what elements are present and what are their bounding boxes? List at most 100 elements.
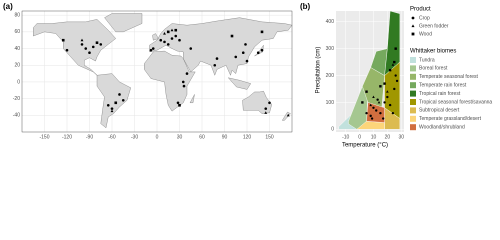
y-axis-title: Precipitation (cm): [316, 47, 322, 94]
x-tick-label: -120: [62, 134, 72, 140]
legend-swatch: [410, 73, 416, 80]
legend-swatch: [410, 107, 416, 114]
x-tick-label: -10: [342, 134, 349, 140]
figure: (a) (b) Temperature (°C) Precipitation (…: [3, 2, 493, 149]
point: [244, 43, 247, 46]
x-tick-label: 30: [177, 134, 183, 140]
x-tick-label: 10: [371, 134, 377, 140]
legend-swatch: [410, 65, 416, 72]
legend-marker: [411, 16, 415, 20]
legend-marker: [411, 24, 415, 28]
point: [245, 59, 249, 63]
point: [88, 51, 91, 55]
point: [256, 51, 260, 55]
landmass: [227, 77, 251, 90]
x-tick-label: 0: [156, 134, 159, 140]
legend-label: Woodland/shrubland: [419, 125, 465, 131]
point: [375, 109, 378, 112]
y-tick-label: 20: [14, 63, 20, 69]
landmass: [152, 33, 159, 41]
x-tick-label: 60: [199, 134, 205, 140]
legend-swatch: [410, 124, 416, 131]
landmass: [104, 13, 143, 33]
point: [386, 90, 389, 93]
point: [174, 34, 178, 38]
point: [213, 63, 217, 67]
point: [95, 41, 99, 45]
panel-label: (a): [3, 2, 13, 11]
point: [393, 87, 396, 91]
legend-marker: [411, 32, 415, 36]
point: [388, 68, 392, 72]
point: [260, 30, 264, 34]
y-tick-label: 60: [14, 29, 20, 35]
x-tick-label: -150: [39, 134, 49, 140]
biome-area: [366, 102, 385, 123]
point: [372, 106, 375, 110]
point: [268, 101, 271, 105]
point: [383, 101, 386, 104]
point: [121, 98, 125, 102]
point: [178, 103, 181, 107]
point: [372, 95, 375, 99]
point: [260, 48, 264, 52]
x-tick-label: -30: [131, 134, 138, 140]
plot-border: [21, 10, 293, 133]
legend-swatch: [410, 90, 416, 97]
legend-swatch: [410, 115, 416, 122]
point: [106, 103, 110, 107]
y-tick-label: 100: [326, 100, 335, 106]
legend-label: Tropical seasonal forest/savanna: [419, 99, 492, 105]
point: [151, 47, 155, 50]
point: [178, 38, 181, 42]
point: [118, 93, 121, 96]
legend-label: Crop: [419, 15, 430, 21]
point: [80, 38, 84, 42]
point: [170, 28, 174, 32]
point: [394, 47, 397, 50]
point: [163, 31, 166, 35]
legend-swatch: [410, 57, 416, 63]
x-tick-label: -60: [108, 134, 115, 140]
point: [65, 48, 69, 52]
point: [234, 55, 238, 59]
legend-label: Temperate grassland/desert: [419, 116, 482, 122]
legend-swatch: [410, 82, 416, 89]
point: [264, 107, 268, 110]
biome-area: [362, 67, 385, 109]
legend-title: Whittaker biomes: [410, 49, 456, 55]
legend-label: Boreal forest: [419, 66, 448, 72]
legend-title: Product: [410, 7, 431, 13]
point: [61, 38, 65, 42]
point: [170, 37, 174, 40]
y-tick-label: 400: [326, 19, 335, 25]
x-tick-label: 90: [222, 134, 228, 140]
point: [379, 111, 382, 115]
point: [185, 72, 189, 75]
point: [91, 45, 95, 49]
point: [174, 28, 178, 32]
landmass: [144, 50, 196, 112]
point: [394, 74, 397, 77]
y-tick-label: 0: [331, 127, 334, 133]
x-tick-label: -90: [86, 134, 93, 140]
x-tick-label: 0: [358, 134, 361, 140]
point: [393, 60, 396, 64]
legend-label: Tundra: [419, 57, 435, 63]
point: [376, 98, 379, 101]
point: [391, 63, 395, 66]
point: [166, 30, 170, 34]
point: [386, 95, 389, 99]
legend-label: Wood: [419, 31, 432, 37]
point: [230, 34, 234, 38]
point: [388, 103, 392, 107]
point: [189, 47, 193, 50]
y-tick-label: 0: [17, 79, 20, 85]
x-tick-label: 150: [265, 134, 274, 140]
panel-label: (b): [300, 2, 311, 11]
point: [369, 114, 372, 118]
y-tick-label: -40: [13, 113, 20, 119]
legend-swatch: [410, 99, 416, 105]
landmass: [33, 19, 116, 76]
x-tick-label: 30: [398, 134, 404, 140]
